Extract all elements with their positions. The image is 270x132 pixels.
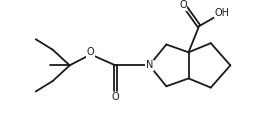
Text: OH: OH [214, 8, 230, 18]
Text: O: O [112, 92, 119, 102]
Text: O: O [87, 47, 94, 57]
Text: N: N [146, 60, 153, 70]
Text: O: O [179, 0, 187, 10]
